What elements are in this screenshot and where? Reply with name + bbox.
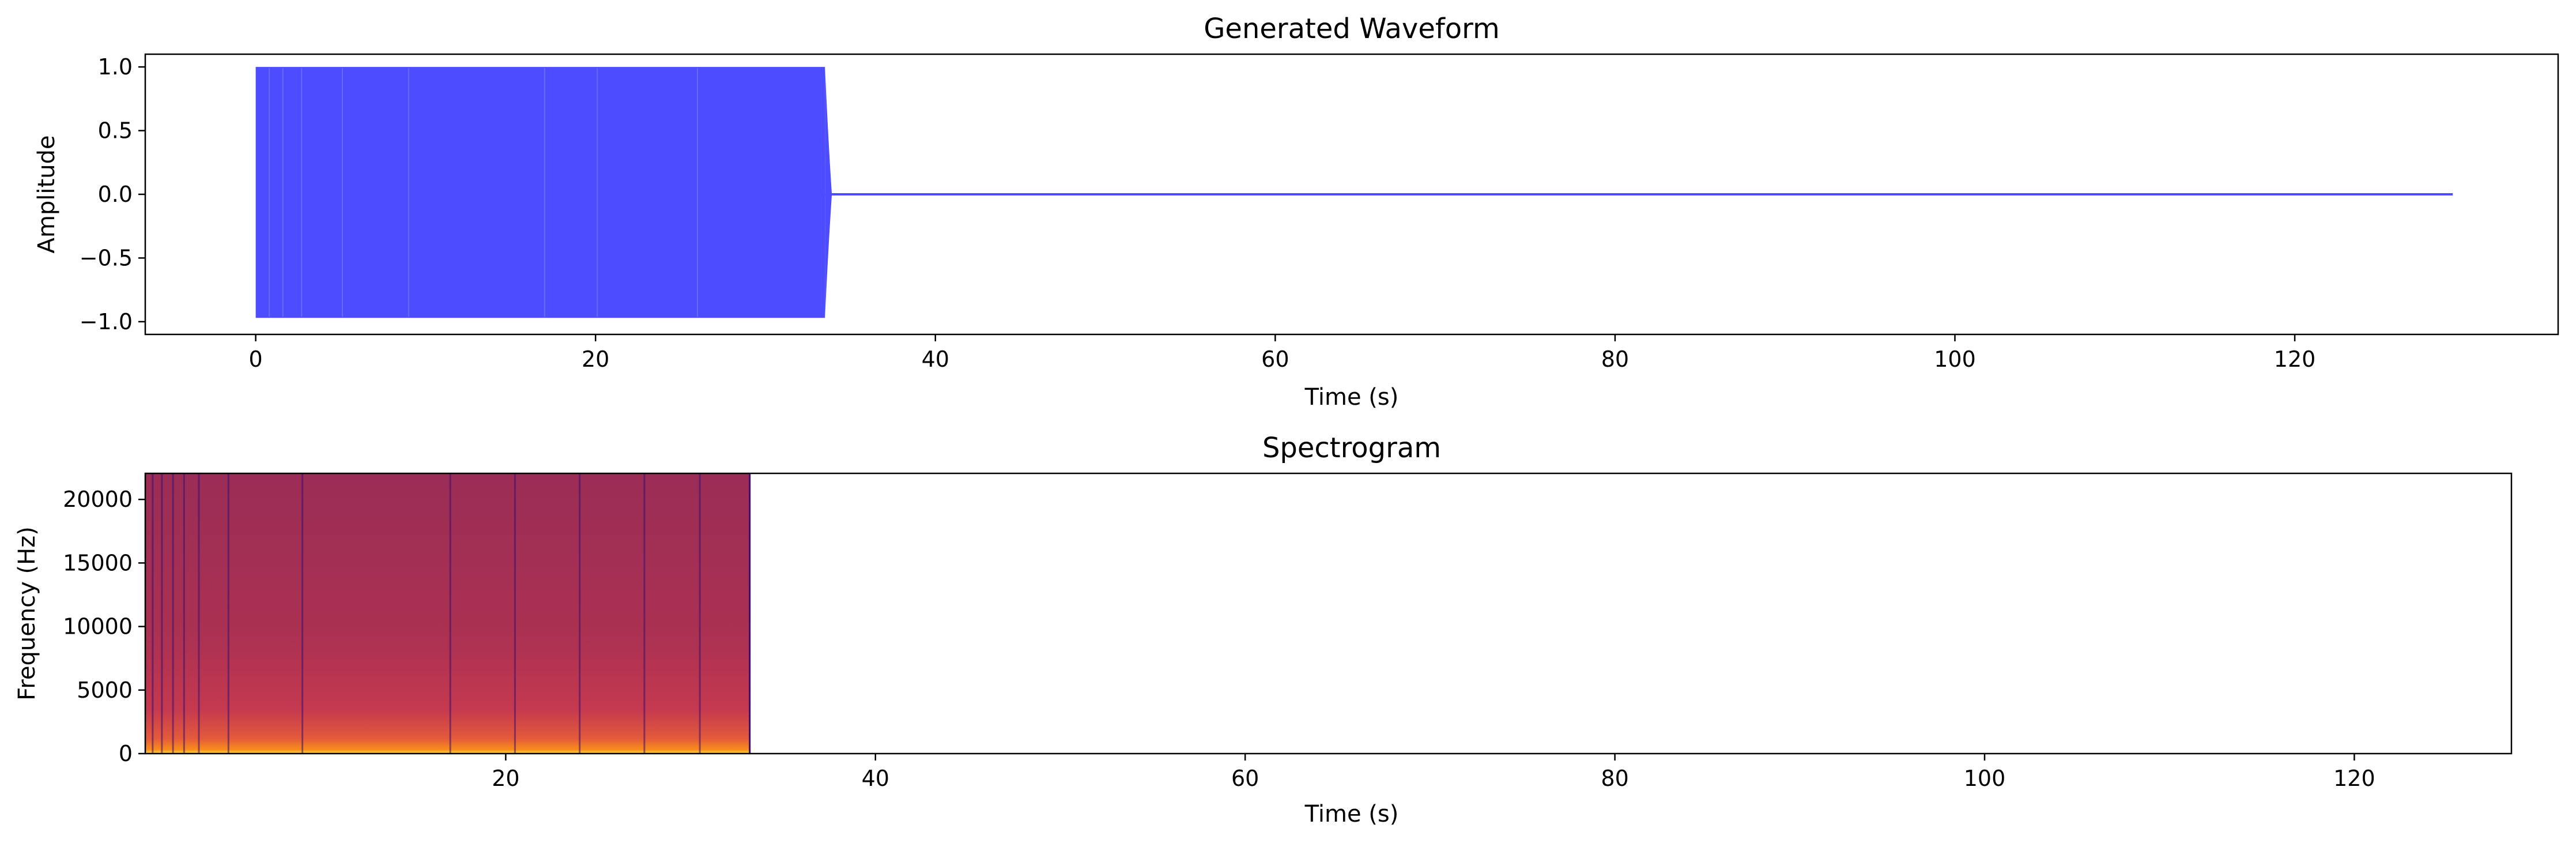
waveform-y-ticks: 1.0 0.5 0.0 −0.5 −1.0 bbox=[80, 54, 145, 334]
waveform-signal-decay bbox=[825, 67, 832, 318]
waveform-y-tick-label: −1.0 bbox=[80, 309, 133, 334]
waveform-x-tick-label: 0 bbox=[249, 347, 263, 372]
waveform-plot-area bbox=[255, 67, 2453, 318]
spectrogram-x-ticks: 20 40 60 80 100 120 bbox=[492, 754, 2375, 791]
spectrogram-y-tick-label: 5000 bbox=[77, 677, 133, 703]
spectrogram-panel: Spectrogram 20 40 60 80 100 120 0 5000 10000 150… bbox=[14, 432, 2513, 827]
spectrogram-x-tick-label: 60 bbox=[1231, 766, 1259, 791]
spectrogram-x-tick-label: 120 bbox=[2333, 766, 2375, 791]
spectrogram-energy-region bbox=[145, 473, 750, 754]
spectrogram-x-tick-label: 40 bbox=[862, 766, 889, 791]
waveform-x-ticks: 0 20 40 60 80 100 120 bbox=[249, 334, 2316, 372]
waveform-x-tick-label: 120 bbox=[2274, 347, 2316, 372]
waveform-y-tick-label: −0.5 bbox=[80, 245, 133, 270]
waveform-x-tick-label: 20 bbox=[582, 347, 609, 372]
waveform-panel: Generated Waveform 0 20 40 60 80 100 120 1.0 0.… bbox=[33, 13, 2559, 411]
spectrogram-x-tick-label: 100 bbox=[1964, 766, 2006, 791]
waveform-y-axis-label: Amplitude bbox=[33, 135, 60, 254]
waveform-y-tick-label: 0.0 bbox=[98, 182, 133, 207]
spectrogram-plot-area bbox=[145, 473, 751, 754]
waveform-x-tick-label: 80 bbox=[1601, 347, 1629, 372]
spectrogram-y-tick-label: 0 bbox=[119, 741, 133, 766]
waveform-title: Generated Waveform bbox=[1204, 13, 1500, 45]
waveform-x-tick-label: 40 bbox=[922, 347, 949, 372]
spectrogram-x-tick-label: 80 bbox=[1601, 766, 1628, 791]
waveform-x-tick-label: 60 bbox=[1261, 347, 1289, 372]
spectrogram-y-ticks: 0 5000 10000 15000 20000 bbox=[63, 487, 145, 766]
spectrogram-x-tick-label: 20 bbox=[492, 766, 519, 791]
spectrogram-axes-frame bbox=[144, 472, 2513, 755]
spectrogram-x-axis-label: Time (s) bbox=[1304, 801, 1399, 827]
spectrogram-y-axis-label: Frequency (Hz) bbox=[14, 526, 40, 701]
waveform-x-tick-label: 100 bbox=[1934, 347, 1976, 372]
spectrogram-y-tick-label: 10000 bbox=[63, 614, 133, 639]
spectrogram-y-tick-label: 20000 bbox=[63, 487, 133, 512]
spectrogram-title: Spectrogram bbox=[1262, 432, 1441, 464]
waveform-y-tick-label: 0.5 bbox=[98, 118, 133, 144]
waveform-x-axis-label: Time (s) bbox=[1304, 384, 1399, 411]
spectrogram-y-tick-label: 15000 bbox=[63, 550, 133, 575]
waveform-signal-burst bbox=[255, 67, 825, 318]
waveform-y-tick-label: 1.0 bbox=[98, 54, 133, 80]
